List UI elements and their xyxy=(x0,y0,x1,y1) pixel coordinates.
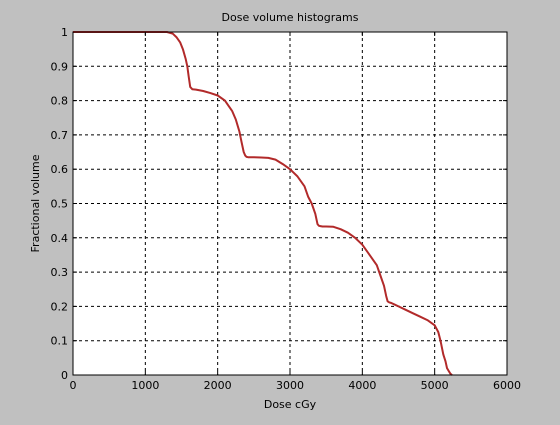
y-tick-label: 0.2 xyxy=(51,300,69,313)
chart-title: Dose volume histograms xyxy=(222,11,359,24)
series-layer xyxy=(73,31,453,376)
y-axis-label: Fractional volume xyxy=(29,154,42,252)
y-tick-label: 0.4 xyxy=(51,232,69,245)
y-tick-label: 0.3 xyxy=(51,266,69,279)
y-tick-label: 0.7 xyxy=(51,129,69,142)
y-tick-label: 0.6 xyxy=(51,163,69,176)
x-tick-label: 6000 xyxy=(493,379,521,392)
y-tick-label: 1 xyxy=(61,26,68,39)
y-tick-label: 0.8 xyxy=(51,95,69,108)
y-tick-label: 0.5 xyxy=(51,198,69,211)
x-tick-label: 4000 xyxy=(348,379,376,392)
x-tick-label: 5000 xyxy=(421,379,449,392)
tick-layer: 0 1000 2000 3000 4000 5000 6000 0 0.1 0.2 0.3 0.4 0.… xyxy=(51,26,522,392)
x-tick-label: 3000 xyxy=(276,379,304,392)
x-tick-label: 0 xyxy=(70,379,77,392)
dvh-series-line xyxy=(73,31,453,376)
y-tick-label: 0 xyxy=(61,369,68,382)
x-tick-label: 2000 xyxy=(204,379,232,392)
x-axis-label: Dose cGy xyxy=(264,398,317,411)
y-tick-label: 0.1 xyxy=(51,335,69,348)
x-tick-label: 1000 xyxy=(131,379,159,392)
y-tick-label: 0.9 xyxy=(51,60,69,73)
